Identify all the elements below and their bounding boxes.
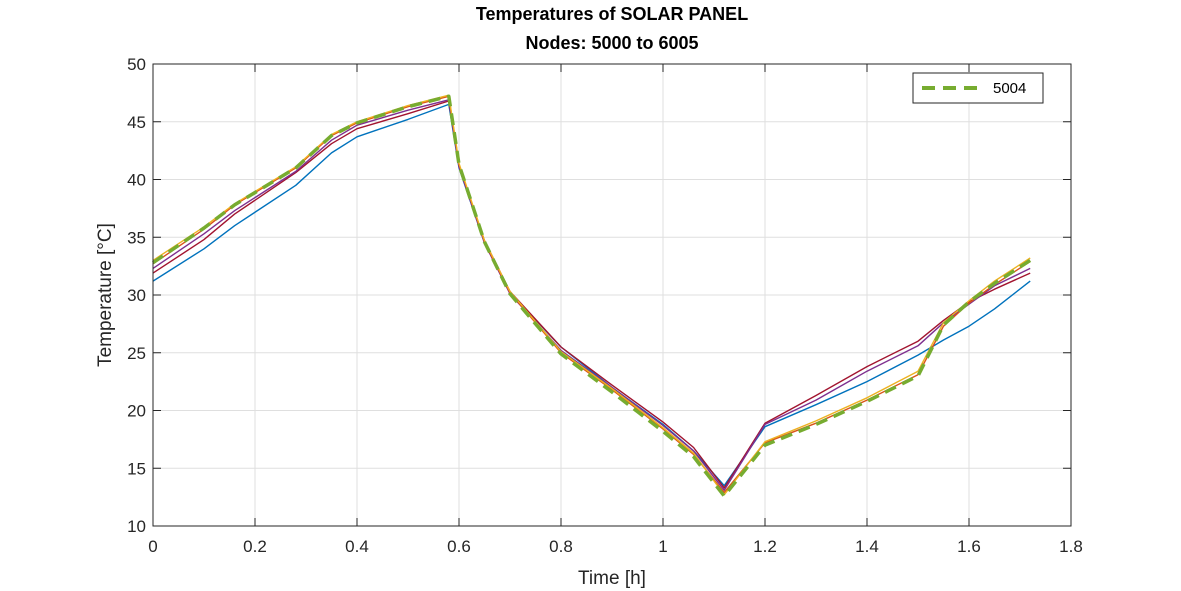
chart-title: Temperatures of SOLAR PANEL (476, 4, 748, 24)
series-line-3 (152, 99, 1031, 491)
x-tick-label: 0.6 (447, 537, 471, 556)
y-tick-label: 50 (127, 55, 146, 74)
series-line-1 (152, 103, 1031, 487)
x-tick-label: 1.4 (855, 537, 879, 556)
x-tick-label: 0.4 (345, 537, 369, 556)
series-line-2 (152, 100, 1031, 489)
x-tick-label: 1.6 (957, 537, 981, 556)
ticks: 0 0.2 0.4 0.6 0.8 1 1.2 1.4 1.6 1.8 10 15 20 25 30 35 40… (127, 55, 1083, 556)
x-tick-label: 0.2 (243, 537, 267, 556)
x-tick-label: 1.8 (1059, 537, 1083, 556)
x-tick-label: 0 (148, 537, 157, 556)
x-tick-label: 0.8 (549, 537, 573, 556)
y-tick-label: 10 (127, 517, 146, 536)
x-tick-label: 1 (658, 537, 667, 556)
legend: 5004 (912, 72, 1044, 104)
series-layer (152, 94, 1032, 498)
y-tick-label: 20 (127, 402, 146, 421)
x-axis-label: Time [h] (578, 568, 646, 589)
y-tick-label: 40 (127, 171, 146, 190)
legend-label: 5004 (993, 80, 1026, 97)
y-tick-label: 45 (127, 113, 146, 132)
x-tick-label: 1.2 (753, 537, 777, 556)
y-tick-label: 35 (127, 228, 146, 247)
y-tick-label: 25 (127, 344, 146, 363)
y-tick-label: 15 (127, 459, 146, 478)
chart-subtitle: Nodes: 5000 to 6005 (525, 33, 698, 53)
y-axis-label: Temperature [°C] (95, 223, 116, 367)
series-line-6 (152, 94, 1032, 498)
y-tick-label: 30 (127, 286, 146, 305)
